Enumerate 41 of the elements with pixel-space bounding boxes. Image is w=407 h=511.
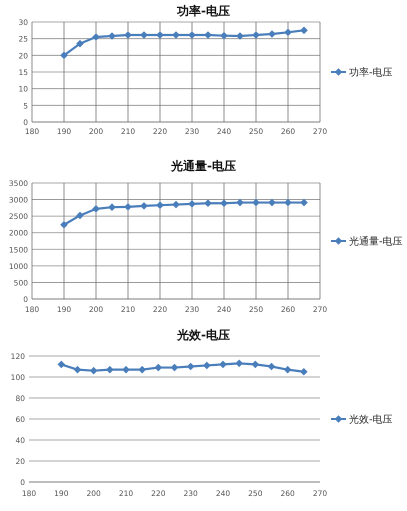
point (268, 30, 276, 38)
point (156, 201, 164, 210)
point (108, 203, 116, 211)
point (300, 26, 308, 34)
point (92, 33, 100, 41)
point (220, 32, 228, 40)
point (108, 32, 116, 40)
point (140, 31, 148, 39)
point (124, 31, 132, 39)
point (92, 205, 100, 213)
legend-label: 功率-电压 (349, 66, 393, 78)
point (140, 202, 148, 210)
point (204, 31, 212, 39)
point (172, 31, 180, 39)
legend-label: 光效-电压 (349, 414, 393, 426)
point (76, 212, 84, 220)
point (268, 198, 276, 206)
point (188, 31, 196, 39)
point (252, 198, 260, 206)
point (60, 52, 68, 60)
point (284, 28, 292, 36)
legend-label: 光通量-电压 (349, 236, 403, 248)
point (284, 198, 292, 206)
chart-title: 光效-电压 (176, 328, 230, 342)
point (76, 40, 84, 48)
point (204, 199, 212, 208)
point (252, 31, 260, 39)
point (156, 31, 164, 39)
point (300, 198, 308, 206)
point (220, 199, 228, 208)
point (236, 32, 244, 40)
point (188, 200, 196, 208)
chart-title: 光通量-电压 (170, 159, 236, 173)
legend-item: 功率-电压 (331, 68, 393, 78)
point (60, 220, 68, 229)
legend-item: 光通量-电压 (331, 236, 403, 248)
point (124, 203, 132, 211)
point (236, 198, 244, 206)
point (172, 200, 180, 208)
chart-title: 功率-电压 (176, 4, 230, 18)
legend-item: 光效-电压 (331, 414, 393, 426)
